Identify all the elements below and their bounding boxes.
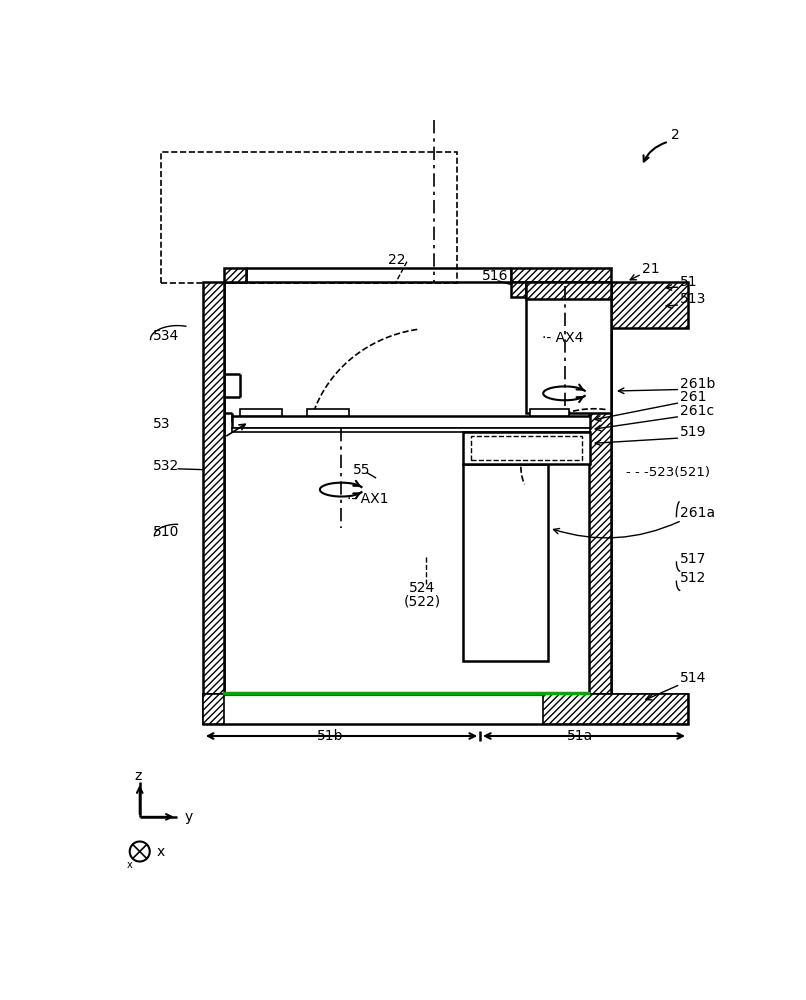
Text: 519: 519 <box>680 425 707 439</box>
Text: 261c: 261c <box>680 404 714 418</box>
Text: 534: 534 <box>153 329 179 343</box>
Bar <box>511 268 611 282</box>
Bar <box>203 694 224 724</box>
Text: (522): (522) <box>404 594 441 608</box>
Text: 53: 53 <box>153 417 170 431</box>
Bar <box>224 268 246 282</box>
Text: 51b: 51b <box>317 729 343 743</box>
Bar <box>240 409 282 416</box>
Text: 512: 512 <box>680 571 707 585</box>
Bar <box>232 428 590 432</box>
Text: ·- AX1: ·- AX1 <box>347 492 388 506</box>
Bar <box>471 436 583 460</box>
Bar <box>463 432 590 464</box>
Text: ·- AX4: ·- AX4 <box>542 331 583 345</box>
Bar <box>511 282 526 297</box>
Text: 517: 517 <box>680 552 707 566</box>
Bar <box>160 152 457 283</box>
Text: 261a: 261a <box>680 506 716 520</box>
Text: 51a: 51a <box>567 729 593 743</box>
Text: y: y <box>185 810 193 824</box>
Text: 524: 524 <box>409 581 435 595</box>
Text: 51: 51 <box>680 275 698 289</box>
Text: 532: 532 <box>153 460 179 474</box>
Bar <box>463 464 548 661</box>
Bar <box>203 282 224 694</box>
Bar <box>526 282 611 299</box>
Text: 21: 21 <box>642 262 659 276</box>
Bar <box>307 409 349 416</box>
Text: 514: 514 <box>680 671 707 685</box>
Text: 510: 510 <box>153 525 179 539</box>
Bar <box>232 416 590 428</box>
Text: 22: 22 <box>388 253 405 267</box>
Text: 55: 55 <box>353 463 371 477</box>
Bar <box>526 282 611 413</box>
Text: x: x <box>127 860 133 870</box>
Text: 513: 513 <box>680 292 707 306</box>
Bar <box>203 694 688 724</box>
Text: 261b: 261b <box>680 377 716 391</box>
Text: 261: 261 <box>680 390 707 404</box>
Bar <box>530 409 568 416</box>
Text: 516: 516 <box>482 269 508 283</box>
Bar <box>589 328 611 694</box>
Text: z: z <box>135 769 142 783</box>
Text: - - -523(521): - - -523(521) <box>626 466 710 479</box>
Bar <box>611 282 688 328</box>
Text: 2: 2 <box>671 128 679 142</box>
Bar <box>543 694 688 724</box>
Text: x: x <box>156 844 165 858</box>
